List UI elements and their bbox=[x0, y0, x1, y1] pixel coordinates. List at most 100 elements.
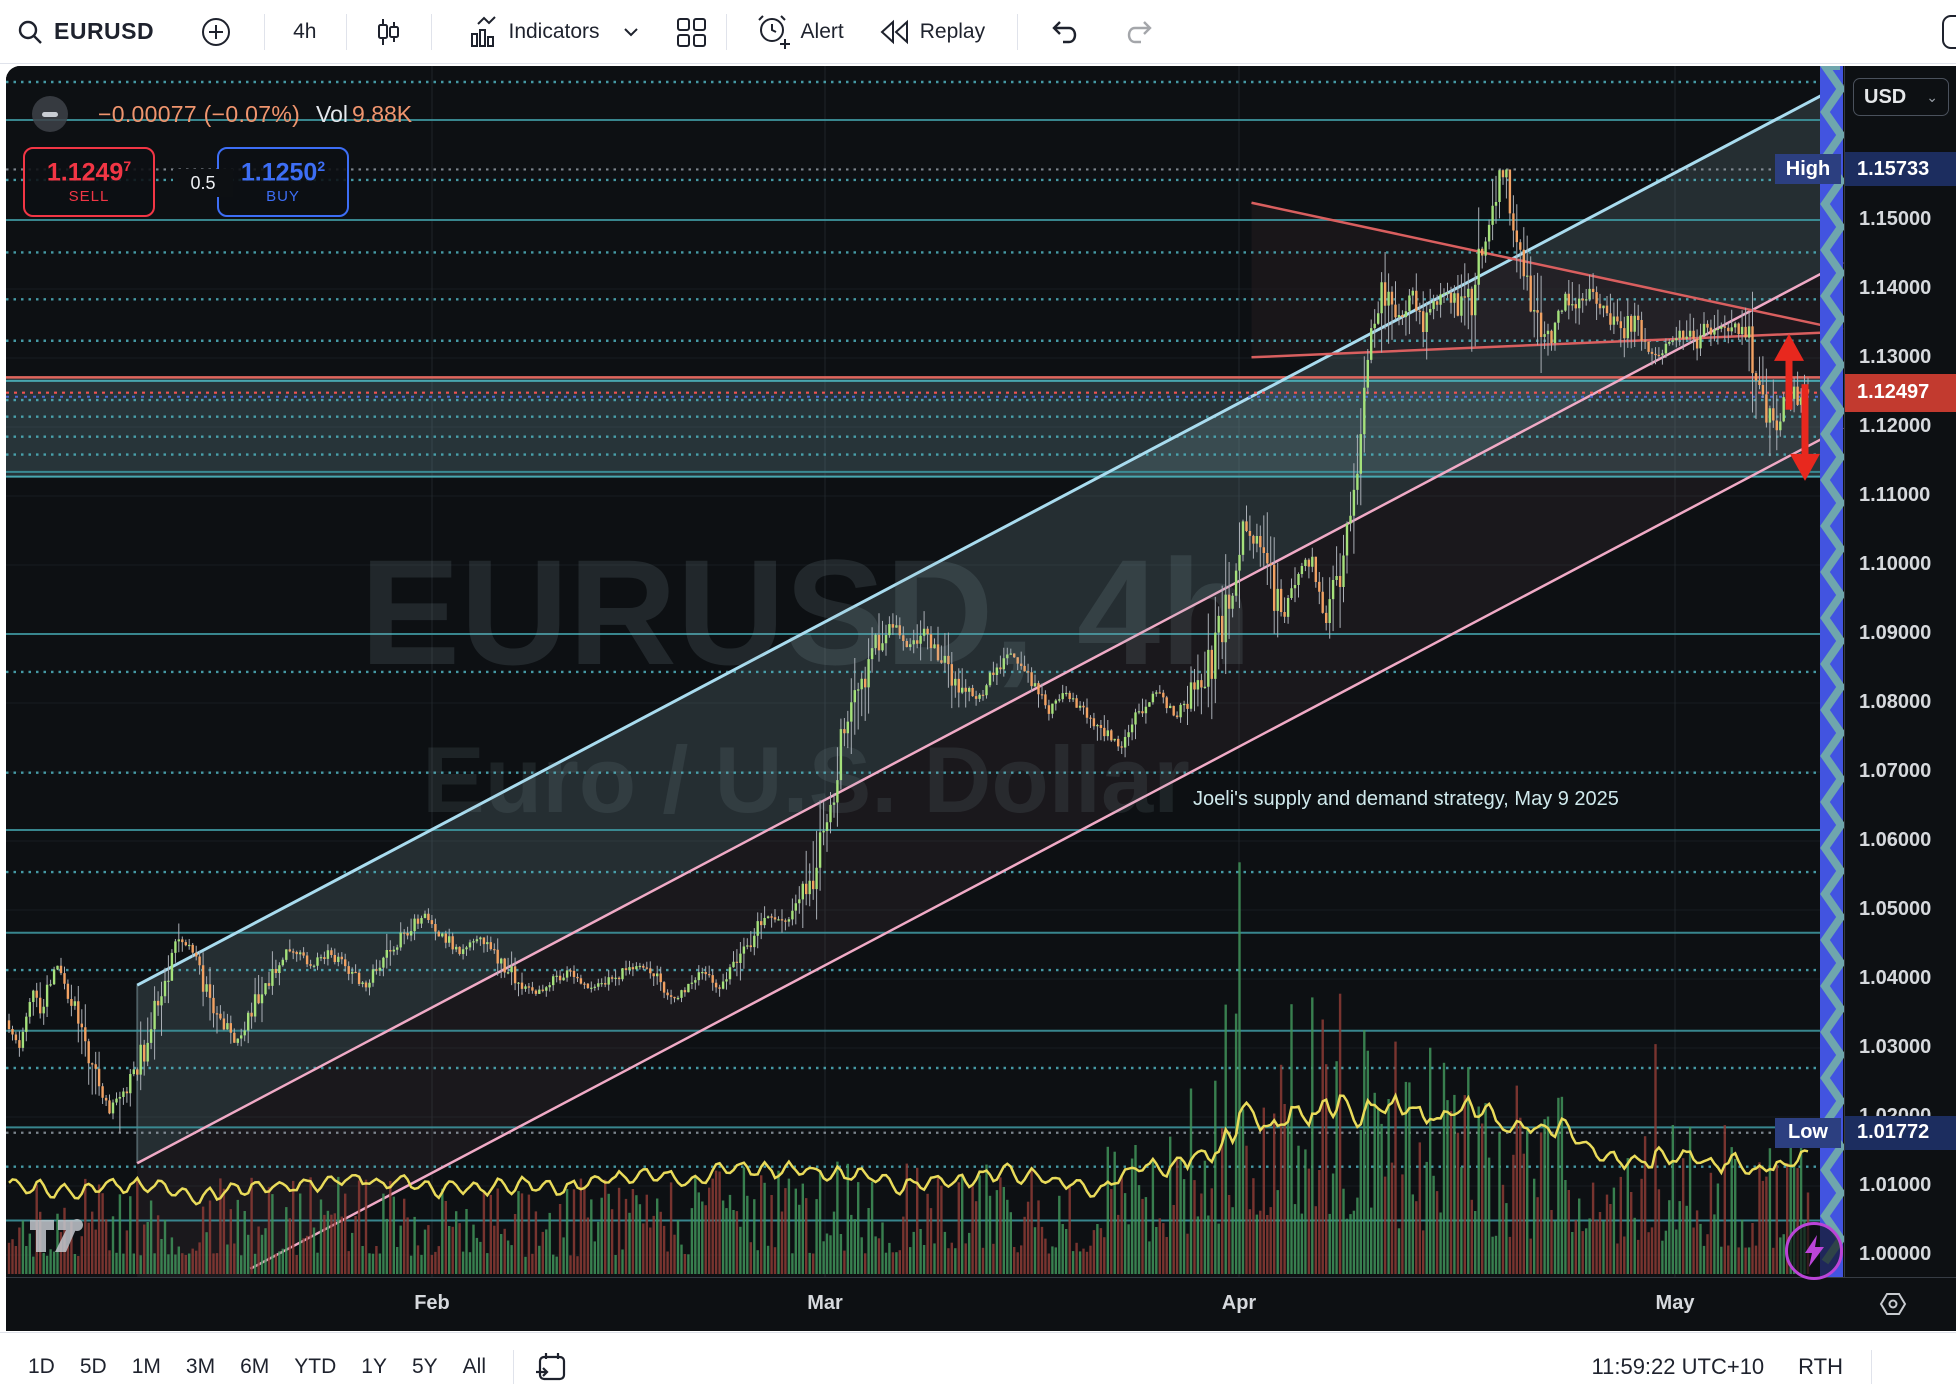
chart-style-button[interactable] bbox=[371, 15, 405, 49]
buy-price: 1.12502 bbox=[241, 159, 325, 186]
time-axis-month-label: May bbox=[1656, 1292, 1695, 1315]
toolbar-divider bbox=[264, 14, 265, 50]
compare-add-button[interactable] bbox=[200, 16, 232, 48]
symbol-search-button[interactable]: EURUSD bbox=[16, 18, 154, 46]
time-axis[interactable]: Feb Mar Apr May bbox=[6, 1277, 1956, 1331]
toolbar-edge-button[interactable] bbox=[1942, 15, 1956, 49]
undo-button[interactable] bbox=[1046, 17, 1080, 47]
price-axis[interactable]: USD ⌄ 1.15000 1.14000 1.13000 1.12000 1.1100… bbox=[1844, 66, 1956, 1277]
low-label-chip: Low bbox=[1775, 1118, 1841, 1148]
buy-label: BUY bbox=[266, 188, 300, 205]
range-button-5d[interactable]: 5D bbox=[80, 1355, 107, 1379]
price-tick-label: 1.04000 bbox=[1859, 967, 1931, 990]
symbol-name: EURUSD bbox=[54, 18, 154, 45]
sell-price: 1.12497 bbox=[47, 159, 131, 186]
price-tick-label: 1.05000 bbox=[1859, 898, 1931, 921]
last-price-badge: 1.12497 bbox=[1845, 374, 1956, 412]
time-axis-month-label: Apr bbox=[1222, 1292, 1256, 1315]
price-tick-label: 1.07000 bbox=[1859, 760, 1931, 783]
price-tick-label: 1.09000 bbox=[1859, 622, 1931, 645]
time-axis-month-label: Mar bbox=[807, 1292, 843, 1315]
clock-display[interactable]: 11:59:22 UTC+10 bbox=[1592, 1354, 1765, 1380]
search-icon bbox=[16, 18, 44, 46]
legend-row: −0.00077 (−0.07%) Vol 9.88K bbox=[32, 96, 412, 132]
price-tick-label: 1.10000 bbox=[1859, 553, 1931, 576]
buy-button[interactable]: 1.12502 BUY bbox=[217, 147, 349, 217]
alert-clock-icon bbox=[753, 12, 793, 52]
toolbar-divider bbox=[513, 1350, 514, 1384]
price-tick-label: 1.00000 bbox=[1859, 1243, 1931, 1266]
toolbar-divider bbox=[1017, 14, 1018, 50]
alert-button[interactable]: Alert bbox=[753, 12, 844, 52]
high-label-chip: High bbox=[1775, 154, 1841, 184]
indicators-label: Indicators bbox=[508, 20, 599, 44]
price-tick-label: 1.15000 bbox=[1859, 208, 1931, 231]
axis-settings-button[interactable] bbox=[1878, 1289, 1908, 1324]
indicators-icon bbox=[460, 14, 496, 50]
replay-button[interactable]: Replay bbox=[878, 17, 985, 47]
range-button-ytd[interactable]: YTD bbox=[294, 1355, 336, 1379]
legend-collapse-button[interactable] bbox=[32, 96, 68, 132]
currency-value: USD bbox=[1864, 86, 1906, 109]
instant-trading-button[interactable] bbox=[1785, 1222, 1843, 1280]
chevron-down-icon: ⌄ bbox=[1926, 89, 1938, 106]
toolbar-divider bbox=[1871, 1350, 1872, 1384]
plus-circle-icon bbox=[200, 16, 232, 48]
sell-button[interactable]: 1.12497 SELL bbox=[23, 147, 155, 217]
go-to-date-button[interactable] bbox=[534, 1350, 568, 1384]
range-button-1d[interactable]: 1D bbox=[28, 1355, 55, 1379]
layout-grid-button[interactable] bbox=[674, 14, 708, 50]
price-tick-label: 1.08000 bbox=[1859, 691, 1931, 714]
range-button-5y[interactable]: 5Y bbox=[412, 1355, 438, 1379]
legend-volume-label: Vol bbox=[316, 101, 348, 128]
tradingview-logo[interactable] bbox=[28, 1212, 90, 1263]
arrow-down-shaft bbox=[1802, 384, 1809, 455]
toolbar-divider bbox=[346, 14, 347, 50]
legend-change-value: −0.00077 (−0.07%) bbox=[98, 101, 300, 128]
lightning-icon bbox=[1799, 1233, 1829, 1269]
range-button-6m[interactable]: 6M bbox=[240, 1355, 269, 1379]
arrow-up-shaft bbox=[1786, 360, 1793, 410]
range-buttons: 1D 5D 1M 3M 6M YTD 1Y 5Y All bbox=[28, 1355, 511, 1379]
price-tick-label: 1.11000 bbox=[1859, 484, 1930, 507]
toolbar-divider bbox=[726, 14, 727, 50]
price-tick-label: 1.13000 bbox=[1859, 346, 1931, 369]
session-toggle[interactable]: RTH bbox=[1798, 1354, 1843, 1380]
order-panel: 1.12497 SELL 0.5 1.12502 BUY bbox=[23, 147, 349, 217]
high-price-badge: 1.15733 bbox=[1845, 152, 1956, 186]
range-button-1y[interactable]: 1Y bbox=[361, 1355, 387, 1379]
chart-panel: EURUSD, 4h Euro / U.S. Dollar −0.00077 (… bbox=[6, 66, 1956, 1331]
chart-text-annotation[interactable]: Joeli's supply and demand strategy, May … bbox=[1193, 788, 1619, 811]
hexagon-settings-icon bbox=[1878, 1289, 1908, 1319]
undo-icon bbox=[1046, 17, 1080, 47]
replay-label: Replay bbox=[920, 20, 985, 44]
sell-label: SELL bbox=[69, 188, 110, 205]
currency-dropdown[interactable]: USD ⌄ bbox=[1853, 78, 1949, 116]
chart-canvas[interactable] bbox=[6, 66, 1956, 1277]
calendar-icon bbox=[534, 1350, 568, 1384]
range-button-3m[interactable]: 3M bbox=[186, 1355, 215, 1379]
low-price-badge: 1.01772 bbox=[1845, 1116, 1956, 1150]
interval-label: 4h bbox=[293, 20, 316, 44]
price-tick-label: 1.01000 bbox=[1859, 1174, 1931, 1197]
chevron-down-icon bbox=[622, 26, 640, 38]
range-button-all[interactable]: All bbox=[463, 1355, 486, 1379]
time-axis-month-label: Feb bbox=[414, 1292, 450, 1315]
legend-volume-value: 9.88K bbox=[352, 101, 412, 128]
top-toolbar: EURUSD 4h Indicators bbox=[0, 0, 1956, 64]
grid-layout-icon bbox=[674, 14, 708, 50]
tv-logo-icon bbox=[28, 1212, 90, 1258]
redo-button[interactable] bbox=[1124, 17, 1158, 47]
minus-icon bbox=[42, 112, 58, 117]
range-button-1m[interactable]: 1M bbox=[132, 1355, 161, 1379]
spread-value: 0.5 bbox=[173, 169, 233, 197]
interval-button[interactable]: 4h bbox=[293, 20, 316, 44]
candlestick-icon bbox=[371, 15, 405, 49]
price-tick-label: 1.14000 bbox=[1859, 277, 1931, 300]
price-tick-label: 1.06000 bbox=[1859, 829, 1931, 852]
bottom-toolbar: 1D 5D 1M 3M 6M YTD 1Y 5Y All 11:59:22 UTC+10 RTH bbox=[0, 1332, 1956, 1400]
price-tick-label: 1.12000 bbox=[1859, 415, 1931, 438]
price-tick-label: 1.03000 bbox=[1859, 1036, 1931, 1059]
indicators-button[interactable]: Indicators bbox=[460, 14, 639, 50]
alert-label: Alert bbox=[801, 20, 844, 44]
